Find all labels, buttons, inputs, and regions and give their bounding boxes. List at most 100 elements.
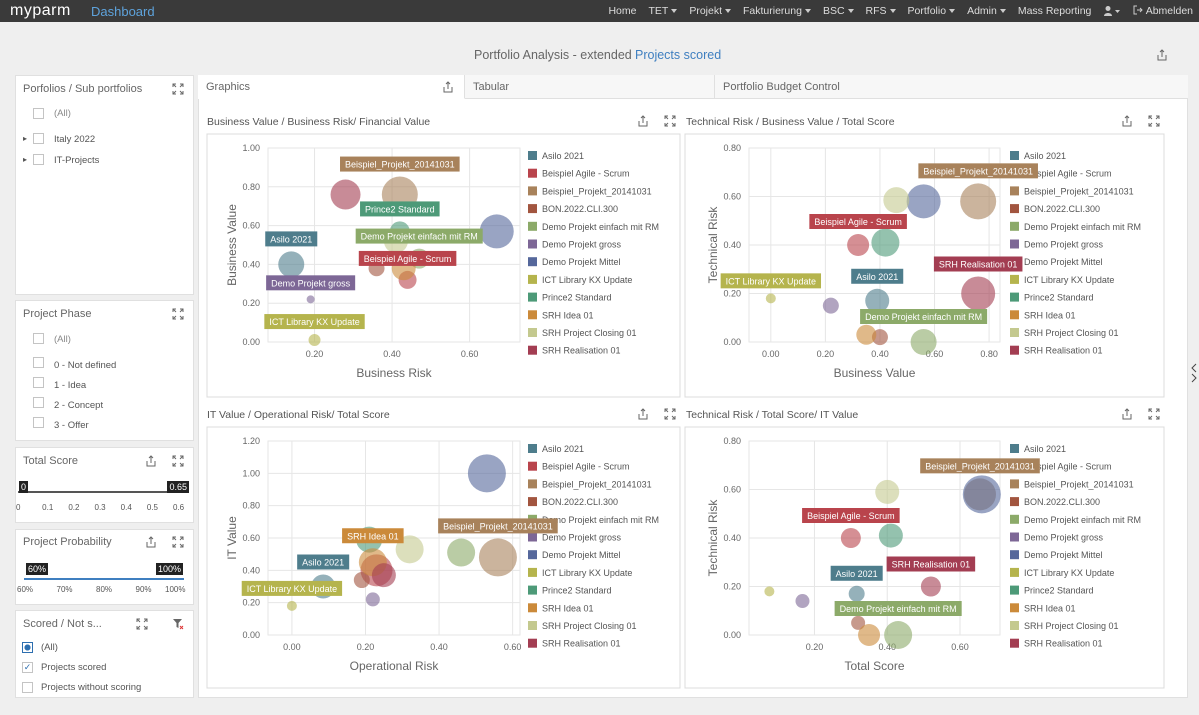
slider-handle[interactable]: 100% bbox=[155, 563, 183, 575]
option[interactable]: 0 - Not defined bbox=[54, 360, 117, 371]
tree-toggle[interactable]: ▸ bbox=[23, 134, 28, 143]
slider-handle[interactable]: 0.65 bbox=[167, 481, 189, 493]
checkbox[interactable] bbox=[33, 133, 44, 144]
option[interactable]: 3 - Offer bbox=[54, 420, 89, 431]
checkbox[interactable] bbox=[33, 333, 44, 344]
slider-tick: 70% bbox=[56, 585, 73, 594]
checkbox[interactable] bbox=[33, 154, 44, 165]
option[interactable]: (All) bbox=[41, 642, 58, 653]
export-button[interactable] bbox=[1121, 115, 1133, 127]
expand-icon bbox=[172, 83, 184, 95]
option[interactable]: 2 - Concept bbox=[54, 400, 104, 411]
expand-button[interactable] bbox=[664, 408, 676, 420]
brand[interactable]: myparm bbox=[10, 2, 71, 19]
expand-button[interactable] bbox=[1148, 115, 1160, 127]
export-icon bbox=[638, 115, 648, 127]
menu-item[interactable]: Home bbox=[608, 5, 637, 17]
checkbox[interactable] bbox=[33, 357, 44, 368]
slider-handle[interactable]: 60% bbox=[26, 563, 49, 575]
option[interactable]: IT-Projects bbox=[54, 155, 100, 166]
menu-item[interactable]: Mass Reporting bbox=[1017, 5, 1092, 17]
expand-icon bbox=[172, 536, 184, 548]
expand-button[interactable] bbox=[1148, 408, 1160, 420]
slider-tick: 0.5 bbox=[146, 503, 158, 512]
checkbox[interactable] bbox=[33, 417, 44, 428]
filter-panel: Scored / Not s... (All) ✓ Projects scored… bbox=[15, 610, 194, 698]
checkbox[interactable] bbox=[33, 397, 44, 408]
slider-handle[interactable]: 0 bbox=[19, 481, 29, 493]
slider-tick: 0.3 bbox=[94, 503, 106, 512]
checkbox[interactable] bbox=[22, 682, 33, 693]
option[interactable]: (All) bbox=[54, 108, 71, 119]
export-button[interactable] bbox=[442, 81, 454, 93]
menu-item[interactable]: BSC bbox=[823, 5, 854, 17]
expand-icon bbox=[664, 115, 676, 127]
page-title: Portfolio Analysis - extended bbox=[474, 48, 632, 62]
checkbox[interactable] bbox=[33, 108, 44, 119]
menu-item[interactable]: Fakturierung bbox=[743, 5, 811, 17]
checkbox[interactable] bbox=[33, 377, 44, 388]
export-icon bbox=[146, 455, 156, 467]
expand-button[interactable] bbox=[172, 455, 184, 467]
navbar: myparm Dashboard Home TET Projekt Fakturier… bbox=[0, 0, 1199, 22]
expand-button[interactable] bbox=[136, 618, 148, 630]
logout[interactable]: Abmelden bbox=[1133, 5, 1193, 17]
expand-button[interactable] bbox=[664, 115, 676, 127]
expand-button[interactable] bbox=[172, 83, 184, 95]
logout-icon bbox=[1133, 5, 1144, 15]
export-button[interactable] bbox=[1156, 49, 1168, 61]
tree-toggle[interactable]: ▸ bbox=[23, 155, 28, 164]
export-icon bbox=[443, 81, 453, 93]
slider-track bbox=[18, 491, 188, 493]
menu-items: Home TET Projekt Fakturierung BSC RFS Portfoli… bbox=[608, 5, 1091, 17]
export-button[interactable] bbox=[145, 536, 157, 548]
export-button[interactable] bbox=[637, 115, 649, 127]
export-button[interactable] bbox=[145, 455, 157, 467]
export-button[interactable] bbox=[637, 408, 649, 420]
filter-icon bbox=[173, 619, 184, 630]
option[interactable]: 1 - Idea bbox=[54, 380, 87, 391]
option[interactable]: (All) bbox=[54, 334, 71, 345]
option[interactable]: Projects without scoring bbox=[41, 682, 142, 693]
expand-icon bbox=[136, 618, 148, 630]
page-subtitle: Projects scored bbox=[635, 48, 722, 62]
option[interactable]: Projects scored bbox=[41, 662, 107, 673]
expand-icon bbox=[1148, 408, 1160, 420]
export-icon bbox=[1157, 49, 1167, 61]
menu-item[interactable]: TET bbox=[648, 5, 677, 17]
tab[interactable]: Graphics bbox=[198, 75, 465, 99]
checkbox[interactable] bbox=[22, 642, 33, 653]
expand-button[interactable] bbox=[172, 536, 184, 548]
panel-title: Total Score bbox=[23, 455, 79, 467]
export-icon bbox=[638, 408, 648, 420]
tab[interactable]: Portfolio Budget Control bbox=[715, 75, 1188, 99]
clear-filter-button[interactable] bbox=[172, 618, 184, 630]
filter-panel: Project Phase (All) 0 - Not defined 1 - … bbox=[15, 300, 194, 441]
logout-label[interactable]: Abmelden bbox=[1145, 5, 1193, 17]
export-icon bbox=[1122, 115, 1132, 127]
menu-item[interactable]: Portfolio bbox=[908, 5, 956, 17]
expand-icon bbox=[1148, 115, 1160, 127]
tab[interactable]: Tabular bbox=[465, 75, 715, 99]
option[interactable]: Italy 2022 bbox=[54, 134, 96, 145]
slider-tick: 0.6 bbox=[173, 503, 185, 512]
section-title[interactable]: Dashboard bbox=[91, 4, 155, 19]
export-button[interactable] bbox=[1121, 408, 1133, 420]
slider-tick: 90% bbox=[135, 585, 152, 594]
expand-icon bbox=[664, 408, 676, 420]
slider-tick: 0.1 bbox=[42, 503, 54, 512]
checkbox[interactable]: ✓ bbox=[22, 662, 33, 673]
user-menu[interactable] bbox=[1103, 5, 1121, 17]
slider-tick: 0.4 bbox=[120, 503, 132, 512]
menu: Home TET Projekt Fakturierung BSC RFS Portfoli… bbox=[608, 0, 1193, 22]
side-toggle[interactable] bbox=[1190, 362, 1198, 384]
menu-item[interactable]: Projekt bbox=[689, 5, 731, 17]
filter-panel: Total Score 0 0.65 0 0.1 0.2 0.3 0.4 0.5 0.6 bbox=[15, 447, 194, 523]
filter-panel: Project Probability 60% 100% 60% 70% 80% 90% 1… bbox=[15, 529, 194, 605]
panel-title: Project Probability bbox=[23, 536, 112, 548]
expand-button[interactable] bbox=[172, 308, 184, 320]
menu-item[interactable]: RFS bbox=[866, 5, 896, 17]
menu-item[interactable]: Admin bbox=[967, 5, 1006, 17]
export-icon bbox=[1122, 408, 1132, 420]
